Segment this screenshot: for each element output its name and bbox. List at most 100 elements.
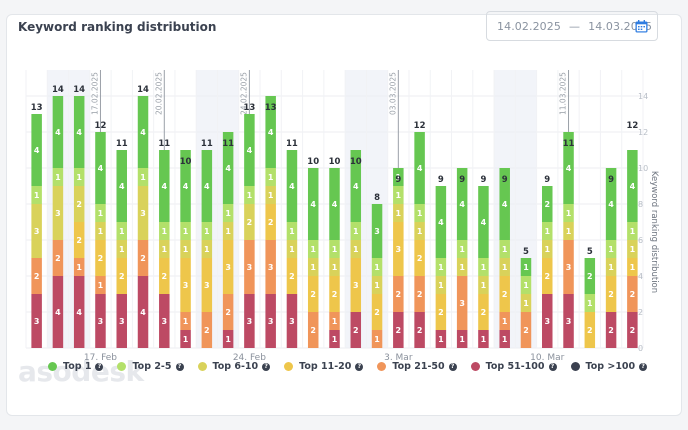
calendar-icon[interactable] bbox=[635, 20, 648, 33]
legend-item[interactable]: Top 6-10? bbox=[197, 361, 271, 372]
bar-segment-label: 3 bbox=[55, 209, 61, 218]
bar-segment-label: 3 bbox=[566, 263, 572, 272]
bar-segment bbox=[393, 312, 404, 348]
bar-segment-label: 2 bbox=[374, 308, 380, 317]
legend-item[interactable]: Top 11-20? bbox=[284, 361, 364, 372]
bar-segment-label: 1 bbox=[374, 263, 380, 272]
bar-segment-label: 1 bbox=[438, 281, 444, 290]
bar-segment-label: 1 bbox=[396, 173, 402, 182]
bar-segment-label: 2 bbox=[204, 326, 210, 335]
legend-item[interactable]: Top >100? bbox=[570, 361, 648, 372]
bar-segment-label: 2 bbox=[268, 218, 274, 227]
help-icon[interactable]: ? bbox=[95, 362, 104, 371]
help-icon[interactable]: ? bbox=[262, 362, 271, 371]
legend-item[interactable]: Top 51-100? bbox=[470, 361, 557, 372]
bar-segment bbox=[499, 312, 510, 330]
bar-segment bbox=[52, 276, 64, 348]
bar-segment bbox=[435, 186, 447, 258]
bar-segment bbox=[605, 276, 617, 312]
bar-segment bbox=[201, 150, 213, 222]
bar-total-label: 10 bbox=[180, 157, 192, 167]
bar-segment bbox=[180, 150, 191, 222]
help-icon[interactable]: ? bbox=[175, 362, 184, 371]
bar-segment bbox=[95, 204, 106, 222]
bar-segment bbox=[350, 258, 362, 312]
bar-total-label: 11 bbox=[222, 139, 234, 149]
bar-total-label: 5 bbox=[587, 247, 593, 257]
event-marker-label: 03.03.2025 bbox=[388, 72, 397, 115]
bar-segment-label: 1 bbox=[55, 173, 61, 182]
bar-segment bbox=[435, 276, 447, 294]
legend-swatch bbox=[284, 362, 294, 371]
bar-segment bbox=[499, 258, 510, 276]
bar-segment-label: 1 bbox=[523, 281, 529, 290]
bar-segment bbox=[414, 276, 425, 312]
help-icon[interactable]: ? bbox=[639, 362, 648, 371]
bar-segment bbox=[499, 240, 510, 258]
date-range-picker[interactable]: 14.02.2025 — 14.03.2025 bbox=[486, 11, 658, 41]
bar-segment bbox=[222, 132, 234, 204]
bar-segment-label: 1 bbox=[98, 209, 104, 218]
bar-segment bbox=[350, 240, 362, 258]
bar-segment bbox=[414, 240, 425, 276]
bar-segment bbox=[95, 240, 106, 276]
bar-segment-label: 1 bbox=[587, 299, 593, 308]
bar-segment bbox=[478, 294, 489, 330]
bar-total-label: 13 bbox=[243, 103, 255, 113]
bar-segment bbox=[371, 258, 383, 276]
bar-segment-label: 1 bbox=[396, 209, 402, 218]
bar-segment-label: 1 bbox=[289, 227, 295, 236]
bar-segment bbox=[307, 240, 319, 258]
bar-segment-label: 3 bbox=[374, 227, 380, 236]
help-icon[interactable]: ? bbox=[548, 362, 557, 371]
bar-segment-label: 1 bbox=[353, 245, 359, 254]
bar-segment-label: 1 bbox=[183, 245, 189, 254]
bar-segment bbox=[520, 294, 532, 312]
bar-segment bbox=[52, 186, 64, 240]
date-separator: — bbox=[568, 19, 581, 33]
bar-segment bbox=[627, 240, 638, 258]
bar-segment bbox=[201, 222, 213, 240]
bar-segment-label: 4 bbox=[332, 200, 338, 209]
bar-segment bbox=[286, 294, 298, 348]
bar-segment-label: 4 bbox=[183, 182, 189, 191]
bar-segment bbox=[286, 258, 298, 294]
bar-segment-label: 4 bbox=[268, 128, 274, 137]
bar-segment-label: 2 bbox=[76, 200, 82, 209]
legend-swatch bbox=[48, 362, 57, 371]
bar-total-label: 9 bbox=[608, 175, 614, 185]
bar-segment bbox=[137, 240, 149, 276]
x-tick-label: 24. Feb bbox=[233, 353, 266, 363]
bar-segment-label: 3 bbox=[247, 317, 253, 326]
bar-segment-label: 2 bbox=[587, 326, 593, 335]
bar-segment-label: 2 bbox=[417, 254, 423, 263]
bar-segment-label: 1 bbox=[332, 335, 338, 344]
bar-segment-label: 2 bbox=[608, 290, 614, 299]
bar-segment bbox=[350, 312, 362, 348]
legend-item[interactable]: Top 21-50? bbox=[377, 361, 457, 372]
bar-segment-label: 4 bbox=[225, 164, 231, 173]
legend-item[interactable]: Top 1? bbox=[48, 361, 104, 372]
bar-segment bbox=[456, 168, 468, 240]
bar-segment-label: 2 bbox=[353, 326, 359, 335]
bar-segment-label: 4 bbox=[417, 164, 423, 173]
bar-segment-label: 3 bbox=[140, 209, 146, 218]
bar-segment-label: 2 bbox=[587, 272, 593, 281]
bar-segment bbox=[584, 312, 596, 348]
bar-segment-label: 4 bbox=[566, 164, 572, 173]
bar-segment-label: 1 bbox=[481, 263, 487, 272]
bar-segment-label: 4 bbox=[55, 308, 61, 317]
bar-segment-label: 4 bbox=[502, 200, 508, 209]
bar-segment bbox=[222, 240, 234, 294]
bar-segment bbox=[31, 114, 42, 186]
bar-segment-label: 3 bbox=[34, 317, 40, 326]
help-icon[interactable]: ? bbox=[355, 362, 364, 371]
bar-segment-label: 1 bbox=[225, 335, 231, 344]
bar-segment bbox=[31, 186, 42, 204]
bar-segment bbox=[180, 258, 191, 312]
bar-segment-label: 4 bbox=[119, 182, 125, 191]
bar-segment bbox=[159, 294, 170, 348]
bar-segment-label: 2 bbox=[523, 326, 529, 335]
legend-item[interactable]: Top 2-5? bbox=[117, 361, 184, 372]
help-icon[interactable]: ? bbox=[448, 362, 457, 371]
